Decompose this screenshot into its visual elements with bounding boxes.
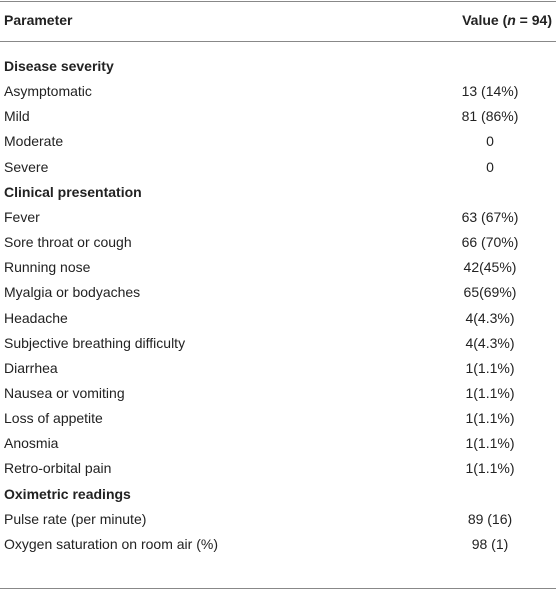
top-rule <box>0 1 556 2</box>
parameter-cell: Fever <box>4 208 40 225</box>
parameter-cell: Oxygen saturation on room air (%) <box>4 535 218 552</box>
parameter-cell: Retro-orbital pain <box>4 460 112 477</box>
parameter-cell: Severe <box>4 158 49 175</box>
data-row: Asymptomatic 13 (14%) <box>0 79 556 104</box>
value-cell: 1(1.1%) <box>465 460 515 477</box>
value-cell: 1(1.1%) <box>465 384 515 401</box>
parameter-cell: Mild <box>4 108 30 125</box>
value-cell: 1(1.1%) <box>465 410 515 427</box>
parameter-cell: Nausea or vomiting <box>4 384 125 401</box>
header-rule <box>0 41 556 42</box>
value-cell: 65(69%) <box>463 284 517 301</box>
data-row: Pulse rate (per minute) 89 (16) <box>0 507 556 532</box>
data-row: Severe 0 <box>0 155 556 180</box>
data-row: Running nose 42(45%) <box>0 255 556 280</box>
value-cell: 42(45%) <box>463 259 517 276</box>
parameter-cell: Diarrhea <box>4 359 58 376</box>
value-cell: 63 (67%) <box>461 208 519 225</box>
parameter-cell: Sore throat or cough <box>4 234 132 251</box>
value-cell: 0 <box>486 158 494 175</box>
data-row: Subjective breathing difficulty 4(4.3%) <box>0 331 556 356</box>
data-row: Retro-orbital pain 1(1.1%) <box>0 456 556 481</box>
parameter-cell: Subjective breathing difficulty <box>4 334 186 351</box>
data-row: Myalgia or bodyaches 65(69%) <box>0 280 556 305</box>
value-cell: 81 (86%) <box>461 108 519 125</box>
value-cell: 89 (16) <box>467 510 513 527</box>
value-cell: 13 (14%) <box>461 83 519 100</box>
value-cell: 4(4.3%) <box>465 334 515 351</box>
section-title: Clinical presentation <box>4 183 142 200</box>
value-cell: 66 (70%) <box>461 234 519 251</box>
parameter-cell: Moderate <box>4 133 64 150</box>
parameter-cell: Myalgia or bodyaches <box>4 284 141 301</box>
header-row: Parameter Value (n = 94) <box>0 8 556 33</box>
value-cell: 0 <box>486 133 494 150</box>
value-cell: 98 (1) <box>471 535 509 552</box>
value-cell: 1(1.1%) <box>465 435 515 452</box>
section-row: Disease severity <box>0 54 556 79</box>
section-row: Oximetric readings <box>0 482 556 507</box>
header-value: Value (n = 94) <box>462 8 552 33</box>
data-row: Anosmia 1(1.1%) <box>0 431 556 456</box>
parameter-cell: Pulse rate (per minute) <box>4 510 147 527</box>
data-row: Loss of appetite 1(1.1%) <box>0 406 556 431</box>
data-row: Fever 63 (67%) <box>0 205 556 230</box>
parameter-cell: Running nose <box>4 259 91 276</box>
data-row: Sore throat or cough 66 (70%) <box>0 230 556 255</box>
data-row: Oxygen saturation on room air (%) 98 (1) <box>0 532 556 557</box>
section-title: Disease severity <box>4 58 114 74</box>
parameter-cell: Loss of appetite <box>4 410 103 427</box>
parameter-cell: Asymptomatic <box>4 83 92 100</box>
header-text: Value ( <box>462 12 508 28</box>
data-row: Moderate 0 <box>0 129 556 154</box>
value-cell: 4(4.3%) <box>465 309 515 326</box>
parameter-cell: Headache <box>4 309 68 326</box>
header-text: = 94) <box>515 12 552 28</box>
parameter-cell: Anosmia <box>4 435 59 452</box>
header-n: n <box>507 12 516 28</box>
header-parameter: Parameter <box>4 12 73 28</box>
data-row: Nausea or vomiting 1(1.1%) <box>0 381 556 406</box>
bottom-rule <box>0 588 556 589</box>
value-cell: 1(1.1%) <box>465 359 515 376</box>
data-row: Headache 4(4.3%) <box>0 306 556 331</box>
data-row: Mild 81 (86%) <box>0 104 556 129</box>
section-row: Clinical presentation <box>0 180 556 205</box>
section-title: Oximetric readings <box>4 485 131 502</box>
data-row: Diarrhea 1(1.1%) <box>0 356 556 381</box>
